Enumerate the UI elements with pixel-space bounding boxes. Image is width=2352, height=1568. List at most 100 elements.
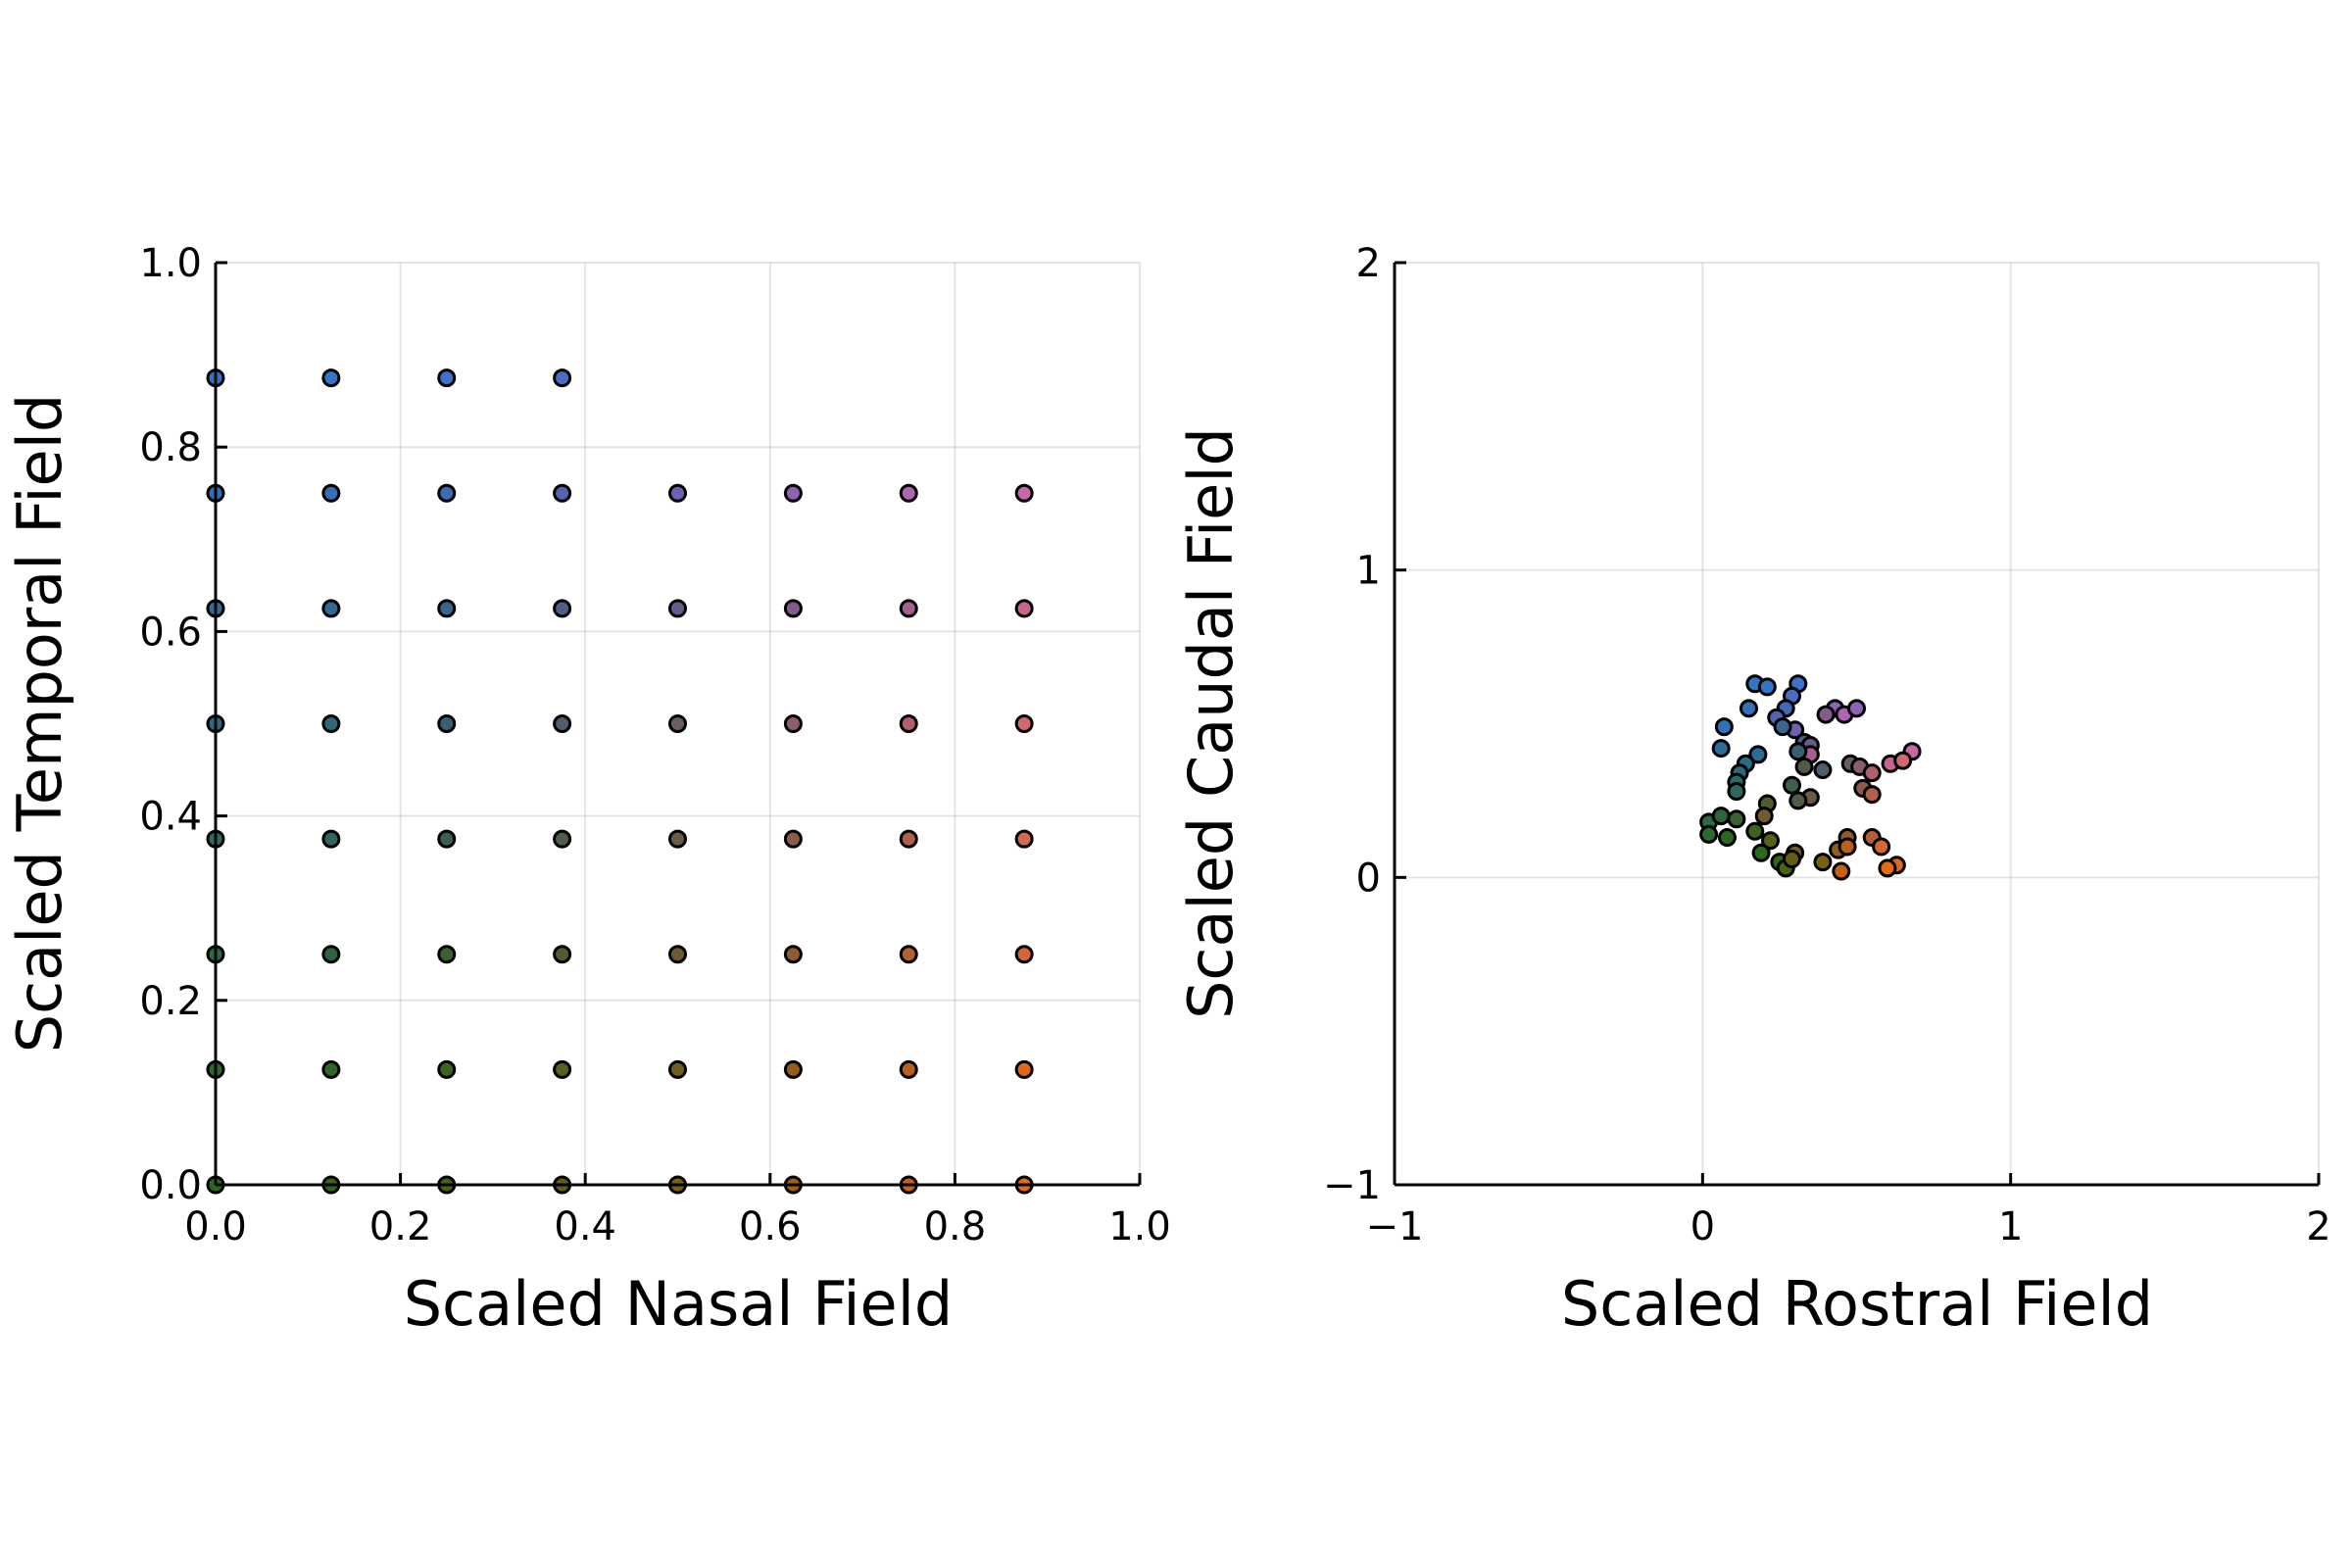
data-point bbox=[1717, 828, 1737, 848]
data-point bbox=[1014, 714, 1034, 733]
y-tick-label: 0.8 bbox=[139, 425, 202, 470]
x-tick-label: 1.0 bbox=[1108, 1204, 1171, 1250]
data-points bbox=[206, 368, 1034, 1195]
data-point bbox=[668, 599, 687, 618]
data-point bbox=[553, 368, 572, 388]
data-point bbox=[1751, 843, 1771, 862]
x-axis-title: Scaled Nasal Field bbox=[404, 1268, 954, 1340]
data-point bbox=[1727, 782, 1746, 802]
data-point bbox=[437, 829, 457, 849]
data-point bbox=[1788, 742, 1808, 761]
x-tick-label: 0.4 bbox=[554, 1204, 616, 1250]
data-point bbox=[668, 714, 687, 733]
data-point bbox=[1862, 763, 1882, 783]
data-point bbox=[553, 599, 572, 618]
data-point bbox=[1714, 717, 1734, 737]
data-point bbox=[899, 483, 918, 503]
data-point bbox=[1739, 699, 1758, 718]
axes bbox=[1393, 261, 2321, 1187]
data-point bbox=[1847, 699, 1866, 718]
data-point bbox=[321, 1059, 341, 1079]
y-tick-label: 0.2 bbox=[139, 979, 202, 1024]
data-points bbox=[1699, 674, 1922, 881]
data-point bbox=[1748, 745, 1768, 764]
y-tick-label: 1 bbox=[1356, 549, 1381, 594]
data-point bbox=[437, 368, 457, 388]
data-point bbox=[553, 1059, 572, 1079]
data-point bbox=[1794, 757, 1814, 776]
data-point bbox=[1757, 677, 1777, 697]
data-point bbox=[1782, 850, 1801, 869]
data-point bbox=[1745, 821, 1765, 841]
data-point bbox=[783, 945, 803, 964]
axes bbox=[214, 261, 1142, 1187]
grid-lines bbox=[215, 262, 1141, 1186]
data-point bbox=[1878, 858, 1897, 878]
data-point bbox=[1014, 829, 1034, 849]
y-tick-label: 1.0 bbox=[139, 241, 202, 286]
data-point bbox=[668, 1059, 687, 1079]
x-tick-label: 0 bbox=[1690, 1204, 1715, 1250]
x-tick-label: 2 bbox=[2306, 1204, 2330, 1250]
data-point bbox=[1893, 751, 1913, 770]
data-point bbox=[668, 829, 687, 849]
tick-labels: 0.0 0.2 0.4 0.6 0.8 1.0 0.0 0.2 0.4 0.6 0.8 1.0 bbox=[139, 241, 1170, 1250]
data-point bbox=[553, 829, 572, 849]
data-point bbox=[321, 829, 341, 849]
data-point bbox=[553, 714, 572, 733]
y-axis-title: Scaled Caudal Field bbox=[1175, 427, 1247, 1019]
data-point bbox=[899, 714, 918, 733]
data-point bbox=[437, 714, 457, 733]
data-point bbox=[1711, 739, 1731, 759]
grid-lines bbox=[1394, 262, 2320, 1186]
data-point bbox=[783, 829, 803, 849]
data-point bbox=[321, 945, 341, 964]
data-point bbox=[1014, 599, 1034, 618]
data-point bbox=[1813, 853, 1833, 872]
data-point bbox=[1816, 705, 1836, 724]
data-point bbox=[437, 945, 457, 964]
data-point bbox=[321, 368, 341, 388]
data-point bbox=[1813, 760, 1833, 780]
data-point bbox=[553, 483, 572, 503]
data-point bbox=[783, 1059, 803, 1079]
y-tick-label: 0 bbox=[1356, 856, 1381, 901]
x-tick-label: 0.8 bbox=[924, 1204, 987, 1250]
data-point bbox=[1773, 717, 1792, 737]
data-point bbox=[1838, 837, 1857, 857]
nasal-temporal-panel: 0.0 0.2 0.4 0.6 0.8 1.0 0.0 0.2 0.4 0.6 0.8 1.0 Sca… bbox=[4, 241, 1171, 1340]
data-point bbox=[1832, 861, 1851, 881]
data-point bbox=[321, 599, 341, 618]
y-tick-label: −1 bbox=[1323, 1163, 1381, 1208]
y-tick-label: 2 bbox=[1356, 241, 1381, 286]
data-point bbox=[1699, 824, 1719, 844]
data-point bbox=[1014, 945, 1034, 964]
data-point bbox=[1754, 807, 1774, 826]
data-point bbox=[899, 945, 918, 964]
rostral-caudal-panel: −1 0 1 2 −1 0 1 2 Scaled Rostral Field Scaled C… bbox=[1175, 241, 2331, 1340]
data-point bbox=[783, 714, 803, 733]
data-point bbox=[437, 483, 457, 503]
x-axis-title: Scaled Rostral Field bbox=[1561, 1268, 2153, 1340]
x-tick-label: 1 bbox=[1998, 1204, 2023, 1250]
data-point bbox=[1872, 837, 1891, 857]
data-point bbox=[553, 945, 572, 964]
data-point bbox=[437, 1059, 457, 1079]
y-tick-label: 0.6 bbox=[139, 610, 202, 655]
data-point bbox=[1014, 1059, 1034, 1079]
data-point bbox=[321, 483, 341, 503]
data-point bbox=[899, 829, 918, 849]
x-tick-label: 0.2 bbox=[369, 1204, 432, 1250]
data-point bbox=[1727, 809, 1746, 829]
data-point bbox=[668, 483, 687, 503]
data-point bbox=[1782, 775, 1801, 795]
x-tick-label: −1 bbox=[1366, 1204, 1424, 1250]
data-point bbox=[321, 714, 341, 733]
data-point bbox=[437, 599, 457, 618]
data-point bbox=[668, 945, 687, 964]
data-point bbox=[1711, 807, 1731, 826]
data-point bbox=[783, 599, 803, 618]
data-point bbox=[1788, 791, 1808, 810]
data-point bbox=[1014, 483, 1034, 503]
